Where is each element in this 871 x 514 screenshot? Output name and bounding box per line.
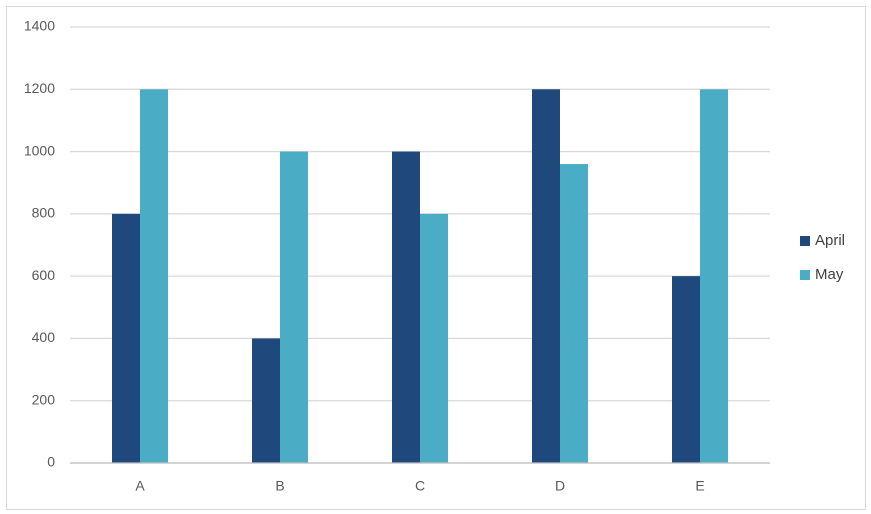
y-tick-label: 600: [32, 267, 56, 283]
y-tick-label: 1200: [24, 80, 55, 96]
x-tick-label: D: [555, 478, 565, 494]
x-tick-label: E: [695, 478, 704, 494]
legend-label: April: [815, 232, 845, 249]
y-tick-label: 800: [32, 205, 56, 221]
bar: [140, 89, 168, 464]
y-tick-label: 1000: [24, 142, 55, 158]
legend-swatch: [800, 236, 810, 246]
legend-label: May: [815, 266, 844, 283]
bar: [532, 89, 560, 464]
legend-swatch: [800, 270, 810, 280]
bar: [672, 276, 700, 463]
bar: [112, 213, 140, 463]
bar: [560, 164, 588, 463]
y-tick-label: 200: [32, 391, 56, 407]
y-tick-label: 1400: [24, 18, 55, 34]
bar: [420, 213, 448, 463]
bar: [280, 151, 308, 464]
y-tick-label: 0: [47, 454, 55, 470]
x-tick-label: B: [275, 478, 284, 494]
bar: [392, 151, 420, 464]
legend: April May: [800, 232, 845, 283]
bar: [700, 89, 728, 464]
y-tick-label: 400: [32, 329, 56, 345]
x-tick-label: A: [135, 478, 145, 494]
bar: [252, 338, 280, 463]
x-tick-label: C: [415, 478, 425, 494]
